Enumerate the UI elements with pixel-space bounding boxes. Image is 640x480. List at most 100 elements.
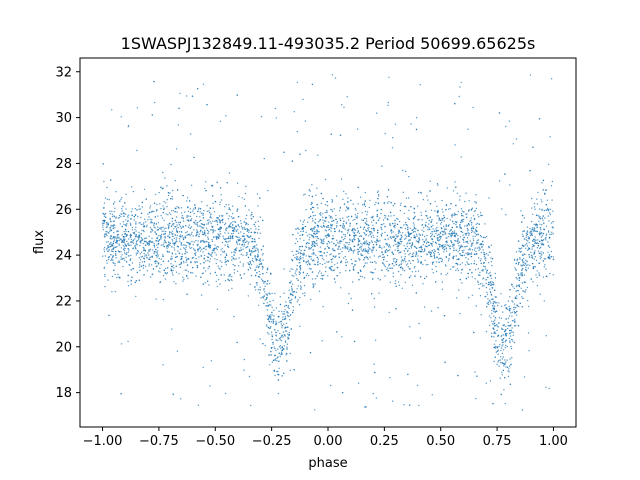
data-point: [123, 252, 126, 254]
data-point: [547, 230, 550, 232]
data-point: [264, 280, 266, 283]
data-point: [403, 245, 405, 247]
data-point: [149, 222, 151, 224]
data-point: [520, 274, 522, 276]
data-point: [124, 233, 127, 235]
data-point: [120, 247, 123, 249]
data-point: [535, 223, 538, 225]
data-point: [160, 244, 162, 246]
data-point: [339, 242, 341, 244]
data-point: [451, 234, 454, 236]
data-point: [522, 254, 524, 257]
data-point: [157, 235, 160, 237]
data-point: [160, 228, 162, 231]
data-point: [284, 340, 287, 342]
data-point: [104, 255, 107, 257]
data-point: [200, 219, 202, 222]
data-point: [352, 268, 355, 270]
data-point: [317, 221, 320, 223]
data-point: [390, 215, 392, 217]
data-point: [320, 214, 322, 216]
data-point: [540, 229, 542, 231]
data-point: [394, 261, 397, 264]
data-point: [128, 244, 130, 246]
data-point: [358, 247, 361, 249]
data-point: [509, 358, 511, 360]
data-point: [311, 83, 314, 86]
data-point: [494, 331, 496, 333]
data-point: [297, 250, 299, 252]
data-point: [418, 218, 420, 221]
data-point: [257, 256, 259, 258]
data-point: [196, 265, 199, 267]
data-point: [350, 258, 353, 261]
data-point: [372, 247, 374, 249]
data-point: [159, 227, 162, 229]
data-point: [113, 246, 115, 248]
data-point: [518, 293, 521, 295]
data-point: [314, 283, 316, 285]
data-point: [323, 238, 325, 240]
data-point: [363, 257, 366, 259]
data-point: [151, 221, 153, 224]
data-point: [149, 276, 152, 278]
data-point: [451, 226, 453, 229]
data-point: [131, 276, 133, 278]
data-point: [167, 260, 170, 262]
data-point: [428, 244, 430, 246]
data-point: [409, 404, 411, 406]
data-point: [363, 232, 365, 234]
data-point: [376, 238, 378, 240]
data-point: [363, 226, 365, 228]
data-point: [272, 343, 274, 345]
data-point: [227, 244, 229, 246]
data-point: [233, 315, 235, 318]
data-point: [538, 233, 541, 235]
data-point: [174, 260, 176, 263]
data-point: [200, 226, 202, 228]
data-point: [166, 185, 168, 187]
data-point: [232, 257, 235, 259]
data-point: [318, 250, 320, 253]
data-point: [300, 258, 302, 260]
data-point: [121, 234, 123, 236]
data-point: [407, 242, 409, 244]
data-point: [388, 201, 390, 203]
data-point: [182, 226, 184, 228]
data-point: [480, 251, 483, 254]
data-point: [377, 197, 379, 200]
data-point: [453, 212, 456, 214]
data-point: [136, 250, 139, 252]
data-point: [178, 264, 180, 266]
data-point: [529, 230, 532, 233]
data-point: [430, 310, 433, 312]
data-point: [526, 264, 528, 267]
data-point: [242, 265, 244, 267]
data-point: [160, 186, 162, 188]
data-point: [317, 272, 320, 274]
data-point: [541, 201, 543, 203]
data-point: [425, 221, 427, 224]
data-point: [136, 209, 138, 211]
data-point: [502, 344, 504, 346]
data-point: [533, 228, 535, 231]
data-point: [221, 251, 224, 253]
data-point: [359, 226, 362, 228]
data-point: [145, 226, 148, 228]
data-point: [209, 254, 211, 256]
data-point: [485, 282, 487, 285]
data-point: [120, 198, 122, 201]
data-point: [400, 243, 402, 245]
data-point: [189, 211, 192, 214]
data-point: [279, 303, 282, 306]
data-point: [383, 264, 386, 266]
data-point: [379, 240, 381, 242]
data-point: [311, 278, 314, 280]
data-point: [159, 203, 161, 205]
data-point: [263, 289, 265, 291]
data-point: [297, 227, 299, 229]
data-point: [152, 241, 154, 243]
data-point: [312, 259, 315, 261]
data-point: [413, 230, 415, 232]
data-point: [116, 246, 118, 248]
